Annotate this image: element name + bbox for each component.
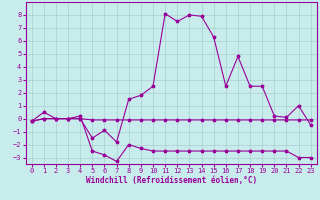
- X-axis label: Windchill (Refroidissement éolien,°C): Windchill (Refroidissement éolien,°C): [86, 176, 257, 185]
